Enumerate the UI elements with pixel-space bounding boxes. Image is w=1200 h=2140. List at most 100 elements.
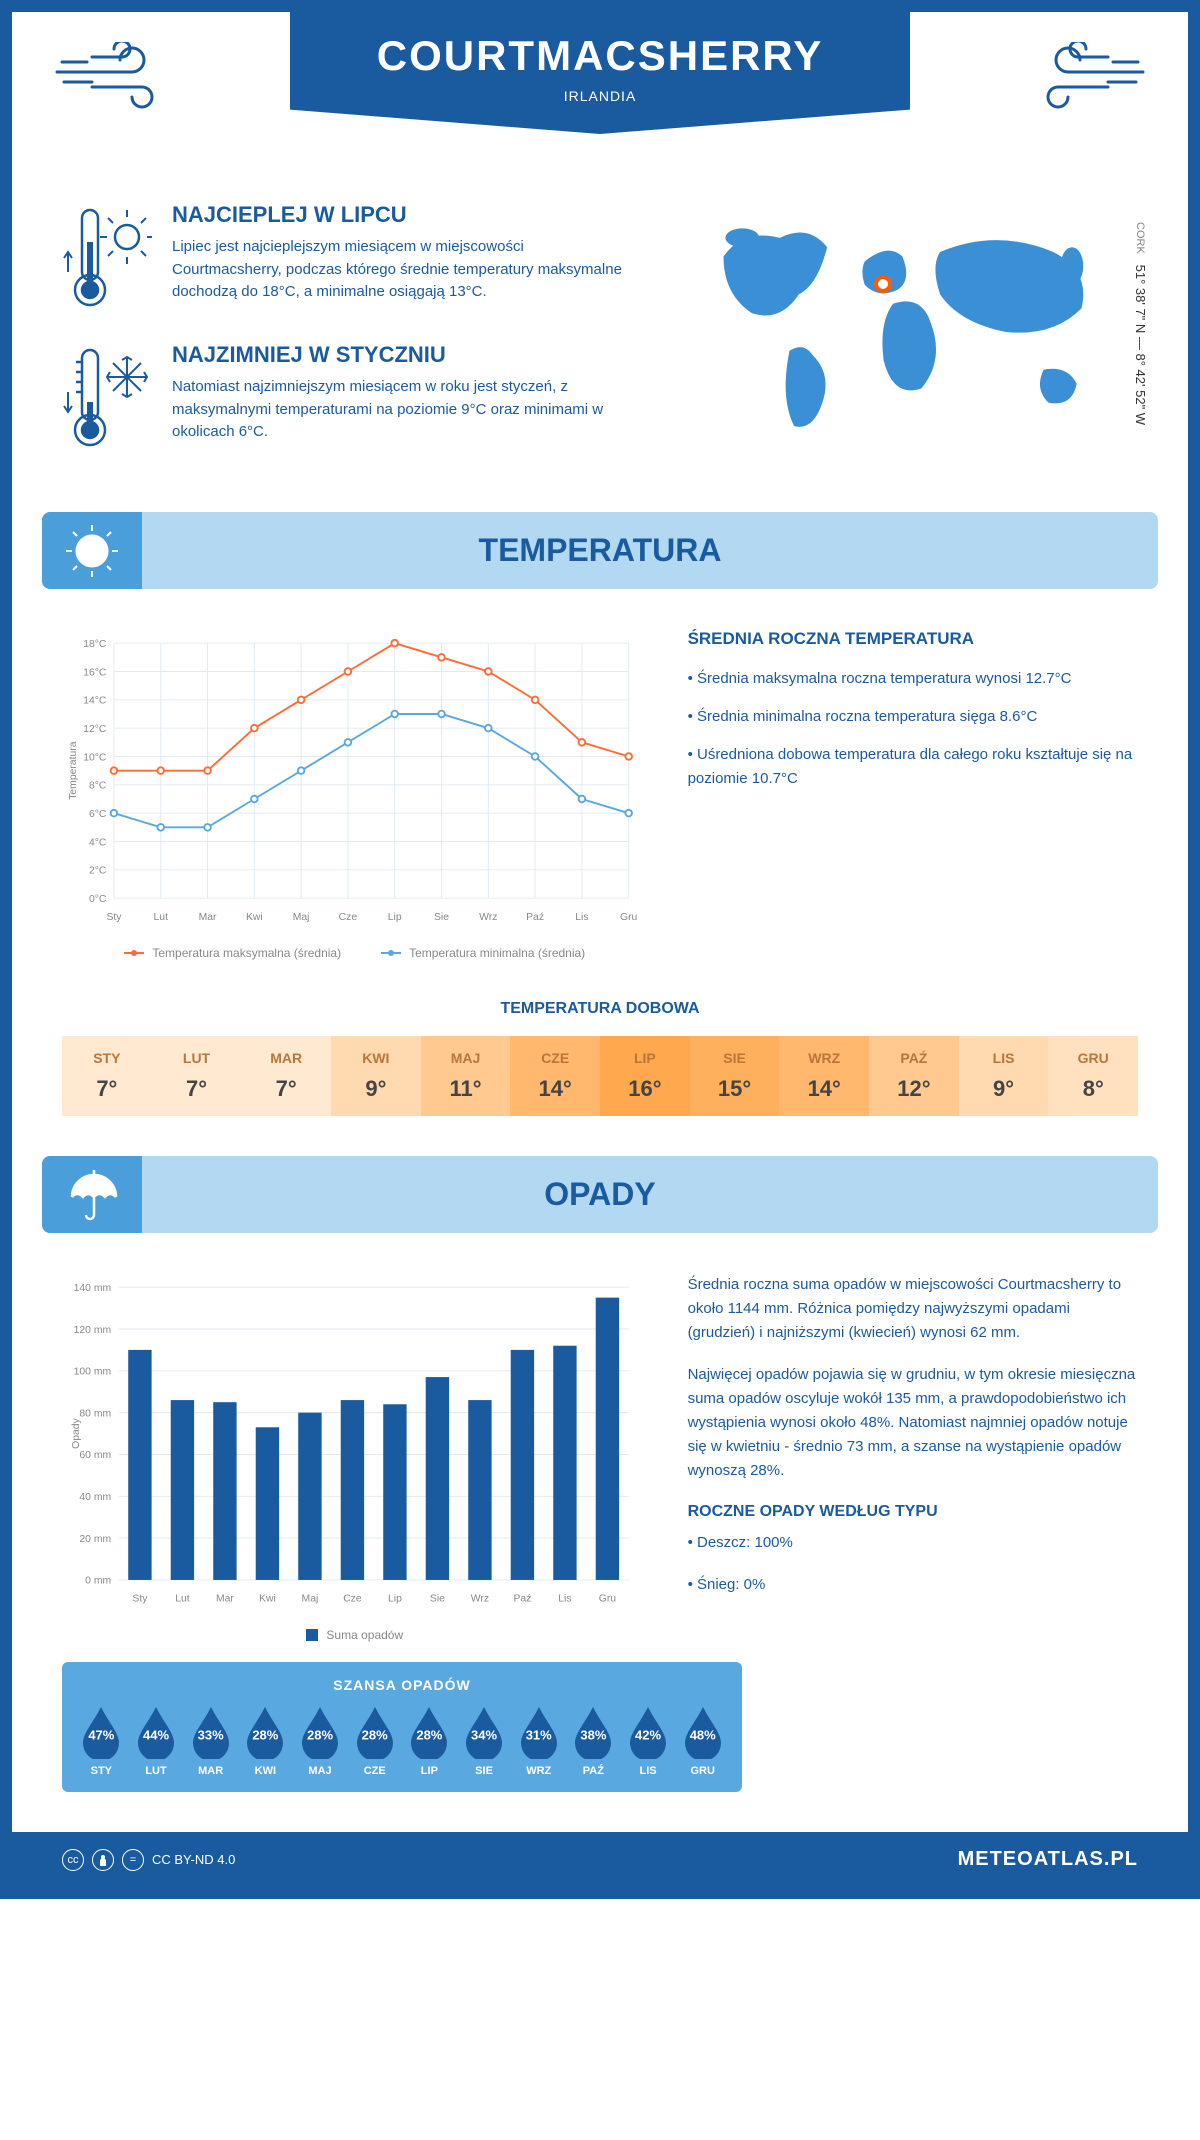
svg-text:Mar: Mar bbox=[199, 912, 217, 923]
chance-drop-cell: 47% STY bbox=[77, 1705, 126, 1777]
coldest-title: NAJZIMNIEJ W STYCZNIU bbox=[172, 342, 627, 368]
svg-text:Paź: Paź bbox=[526, 912, 544, 923]
svg-text:Wrz: Wrz bbox=[479, 912, 497, 923]
svg-text:100 mm: 100 mm bbox=[74, 1367, 111, 1378]
daily-temp-cell: LIS9° bbox=[959, 1036, 1049, 1116]
svg-text:Opady: Opady bbox=[71, 1418, 82, 1449]
precipitation-section-header: OPADY bbox=[42, 1156, 1158, 1233]
chance-drop-cell: 28% MAJ bbox=[296, 1705, 345, 1777]
daily-temp-cell: GRU8° bbox=[1048, 1036, 1138, 1116]
svg-text:20 mm: 20 mm bbox=[79, 1534, 111, 1545]
intro-section: NAJCIEPLEJ W LIPCU Lipiec jest najcieple… bbox=[12, 172, 1188, 512]
daily-temp-title: TEMPERATURA DOBOWA bbox=[62, 1000, 1138, 1018]
svg-text:Mar: Mar bbox=[216, 1594, 234, 1605]
svg-text:Sty: Sty bbox=[106, 912, 122, 923]
svg-text:18°C: 18°C bbox=[83, 639, 107, 650]
precip-type-title: ROCZNE OPADY WEDŁUG TYPU bbox=[688, 1503, 1138, 1521]
temperature-section-header: TEMPERATURA bbox=[42, 512, 1158, 589]
thermometer-hot-icon bbox=[62, 202, 152, 317]
svg-text:6°C: 6°C bbox=[89, 809, 107, 820]
daily-temp-cell: MAJ11° bbox=[421, 1036, 511, 1116]
temp-info-point: • Średnia maksymalna roczna temperatura … bbox=[688, 667, 1138, 691]
chance-drop-cell: 48% GRU bbox=[678, 1705, 727, 1777]
precipitation-section-title: OPADY bbox=[544, 1176, 655, 1212]
coldest-block: NAJZIMNIEJ W STYCZNIU Natomiast najzimni… bbox=[62, 342, 627, 457]
license-text: CC BY-ND 4.0 bbox=[152, 1852, 235, 1867]
precipitation-content: 0 mm20 mm40 mm60 mm80 mm100 mm120 mm140 … bbox=[12, 1233, 1188, 1662]
intro-text-column: NAJCIEPLEJ W LIPCU Lipiec jest najcieple… bbox=[62, 202, 627, 482]
temp-info-point: • Uśredniona dobowa temperatura dla całe… bbox=[688, 743, 1138, 791]
chance-drop-cell: 42% LIS bbox=[624, 1705, 673, 1777]
daily-temp-cell: LIP16° bbox=[600, 1036, 690, 1116]
chance-drop-cell: 44% LUT bbox=[132, 1705, 181, 1777]
svg-text:120 mm: 120 mm bbox=[74, 1325, 111, 1336]
infographic-page: COURTMACSHERRY IRLANDIA bbox=[0, 0, 1200, 1899]
umbrella-icon bbox=[42, 1156, 142, 1233]
temperature-section-title: TEMPERATURA bbox=[479, 532, 722, 568]
svg-text:Gru: Gru bbox=[599, 1594, 617, 1605]
header: COURTMACSHERRY IRLANDIA bbox=[12, 12, 1188, 172]
by-icon bbox=[92, 1849, 114, 1871]
chance-drop-cell: 38% PAŹ bbox=[569, 1705, 618, 1777]
svg-text:Lut: Lut bbox=[175, 1594, 190, 1605]
svg-text:14°C: 14°C bbox=[83, 696, 107, 707]
cc-icon: cc bbox=[62, 1849, 84, 1871]
svg-text:Kwi: Kwi bbox=[259, 1594, 276, 1605]
temp-info-title: ŚREDNIA ROCZNA TEMPERATURA bbox=[688, 629, 1138, 649]
svg-text:Maj: Maj bbox=[293, 912, 310, 923]
temperature-chart: 0°C2°C4°C6°C8°C10°C12°C14°C16°C18°CStyLu… bbox=[62, 629, 648, 960]
temperature-content: 0°C2°C4°C6°C8°C10°C12°C14°C16°C18°CStyLu… bbox=[12, 589, 1188, 1000]
daily-temp-cell: KWI9° bbox=[331, 1036, 421, 1116]
chance-drop-cell: 28% CZE bbox=[350, 1705, 399, 1777]
temperature-legend: Temperatura maksymalna (średnia) Tempera… bbox=[62, 946, 648, 960]
svg-text:2°C: 2°C bbox=[89, 866, 107, 877]
svg-text:0 mm: 0 mm bbox=[85, 1576, 111, 1587]
svg-text:Kwi: Kwi bbox=[246, 912, 263, 923]
svg-text:Sie: Sie bbox=[434, 912, 449, 923]
daily-temp-cell: WRZ14° bbox=[779, 1036, 869, 1116]
daily-temp-cell: CZE14° bbox=[510, 1036, 600, 1116]
chance-drop-cell: 33% MAR bbox=[186, 1705, 235, 1777]
svg-text:12°C: 12°C bbox=[83, 724, 107, 735]
precip-type-snow: • Śnieg: 0% bbox=[688, 1573, 1138, 1597]
svg-text:Lut: Lut bbox=[154, 912, 169, 923]
warmest-text: Lipiec jest najcieplejszym miesiącem w m… bbox=[172, 236, 627, 304]
svg-text:Cze: Cze bbox=[343, 1594, 362, 1605]
svg-text:Lip: Lip bbox=[388, 912, 402, 923]
footer: cc = CC BY-ND 4.0 METEOATLAS.PL bbox=[12, 1832, 1188, 1887]
precipitation-info: Średnia roczna suma opadów w miejscowośc… bbox=[688, 1273, 1138, 1642]
svg-text:Maj: Maj bbox=[302, 1594, 319, 1605]
temperature-info: ŚREDNIA ROCZNA TEMPERATURA • Średnia mak… bbox=[688, 629, 1138, 960]
coldest-text: Natomiast najzimniejszym miesiącem w rok… bbox=[172, 376, 627, 444]
precip-info-p1: Średnia roczna suma opadów w miejscowośc… bbox=[688, 1273, 1138, 1345]
warmest-block: NAJCIEPLEJ W LIPCU Lipiec jest najcieple… bbox=[62, 202, 627, 317]
map-marker-icon bbox=[874, 275, 892, 293]
precip-type-rain: • Deszcz: 100% bbox=[688, 1531, 1138, 1555]
svg-text:4°C: 4°C bbox=[89, 837, 107, 848]
svg-text:10°C: 10°C bbox=[83, 752, 107, 763]
precipitation-chart: 0 mm20 mm40 mm60 mm80 mm100 mm120 mm140 … bbox=[62, 1273, 648, 1642]
wind-icon bbox=[1028, 42, 1148, 127]
daily-temp-cell: PAŹ12° bbox=[869, 1036, 959, 1116]
chance-drop-cell: 34% SIE bbox=[460, 1705, 509, 1777]
svg-text:Temperatura: Temperatura bbox=[68, 741, 79, 799]
map-column: CORK 51° 38' 7" N — 8° 42' 52" W bbox=[667, 202, 1138, 482]
chance-drop-cell: 28% LIP bbox=[405, 1705, 454, 1777]
nd-icon: = bbox=[122, 1849, 144, 1871]
city-name: COURTMACSHERRY bbox=[330, 32, 870, 80]
svg-text:0°C: 0°C bbox=[89, 894, 107, 905]
svg-text:Sty: Sty bbox=[132, 1594, 148, 1605]
legend-max: Temperatura maksymalna (średnia) bbox=[124, 946, 341, 960]
svg-text:Lip: Lip bbox=[388, 1594, 402, 1605]
svg-text:60 mm: 60 mm bbox=[79, 1450, 111, 1461]
brand-text: METEOATLAS.PL bbox=[958, 1848, 1138, 1871]
warmest-title: NAJCIEPLEJ W LIPCU bbox=[172, 202, 627, 228]
svg-text:8°C: 8°C bbox=[89, 781, 107, 792]
precipitation-chance-box: SZANSA OPADÓW 47% STY 44% LUT 33% MAR 28… bbox=[62, 1662, 742, 1792]
header-banner: COURTMACSHERRY IRLANDIA bbox=[290, 12, 910, 134]
chance-drop-cell: 28% KWI bbox=[241, 1705, 290, 1777]
chance-title: SZANSA OPADÓW bbox=[77, 1677, 727, 1693]
country-name: IRLANDIA bbox=[330, 88, 870, 104]
daily-temp-cell: MAR7° bbox=[241, 1036, 331, 1116]
legend-min: Temperatura minimalna (średnia) bbox=[381, 946, 585, 960]
